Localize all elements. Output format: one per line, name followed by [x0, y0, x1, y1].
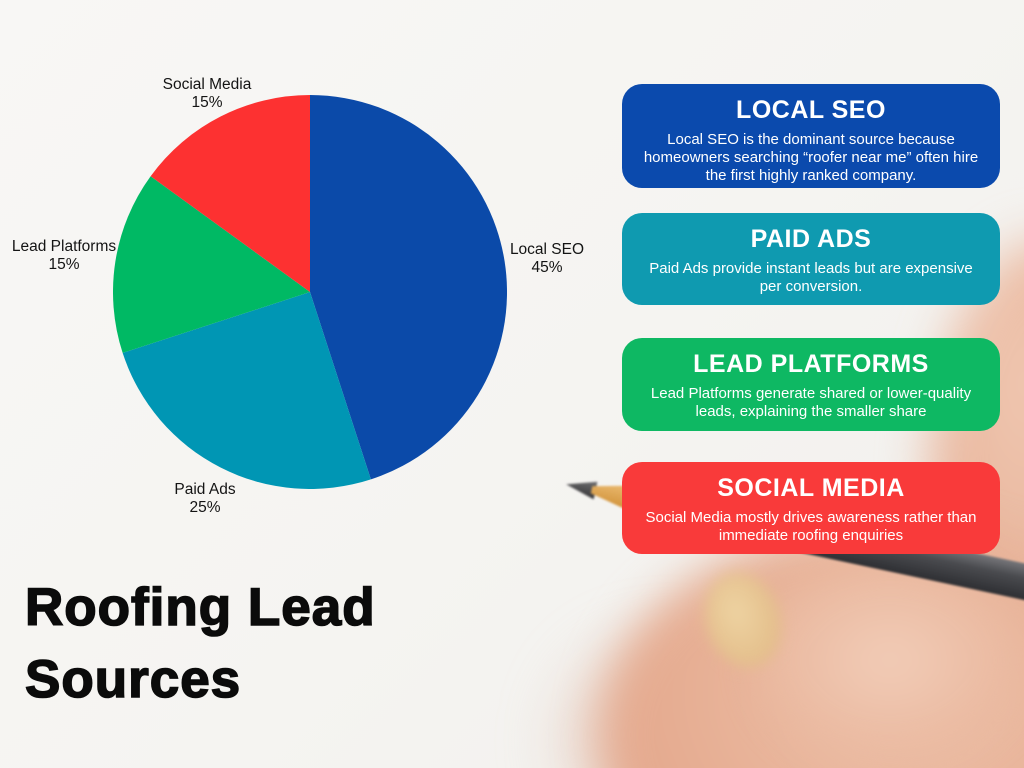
- card-lead-platforms: LEAD PLATFORMS Lead Platforms generate s…: [622, 338, 1000, 431]
- page-title-line1: Roofing Lead: [24, 577, 376, 638]
- card-heading: SOCIAL MEDIA: [717, 474, 905, 502]
- pie-label-name: Local SEO: [509, 241, 585, 258]
- pie-label-social-media: Social Media 15%: [127, 76, 287, 111]
- pie-slice-paid-ads: [122, 292, 371, 489]
- pie-label-paid-ads: Paid Ads 25%: [140, 481, 270, 516]
- pie-label-value: 45%: [531, 258, 563, 276]
- card-heading: LOCAL SEO: [736, 96, 886, 124]
- pie-slice-local-seo: [310, 95, 507, 480]
- pie-label-name: Paid Ads: [174, 481, 236, 498]
- card-heading: PAID ADS: [750, 225, 872, 253]
- card-heading: LEAD PLATFORMS: [693, 350, 929, 378]
- page-title: Roofing Lead Sources: [24, 572, 376, 716]
- pie-slice-lead-platforms: [113, 176, 310, 353]
- card-body: Lead Platforms generate shared or lower-…: [650, 385, 972, 420]
- pie-label-value: 15%: [48, 255, 80, 273]
- pie-slice-social-media: [150, 95, 310, 292]
- card-paid-ads: PAID ADS Paid Ads provide instant leads …: [622, 213, 1000, 305]
- knuckle-blob: [760, 560, 1020, 760]
- card-body: Social Media mostly drives awareness rat…: [645, 509, 977, 544]
- pie-label-value: 15%: [191, 93, 223, 111]
- card-body: Paid Ads provide instant leads but are e…: [649, 260, 973, 295]
- pie-label-value: 25%: [189, 498, 221, 516]
- card-local-seo: LOCAL SEO Local SEO is the dominant sour…: [622, 84, 1000, 188]
- pie-label-local-seo: Local SEO 45%: [482, 241, 612, 276]
- card-social-media: SOCIAL MEDIA Social Media mostly drives …: [622, 462, 1000, 554]
- pie-label-name: Lead Platforms: [11, 238, 117, 255]
- card-body: Local SEO is the dominant source because…: [643, 131, 979, 184]
- page-title-line2: Sources: [24, 649, 242, 710]
- pie-label-lead-platforms: Lead Platforms 15%: [0, 238, 128, 273]
- pie-label-name: Social Media: [162, 76, 252, 93]
- pie-chart: [113, 95, 507, 489]
